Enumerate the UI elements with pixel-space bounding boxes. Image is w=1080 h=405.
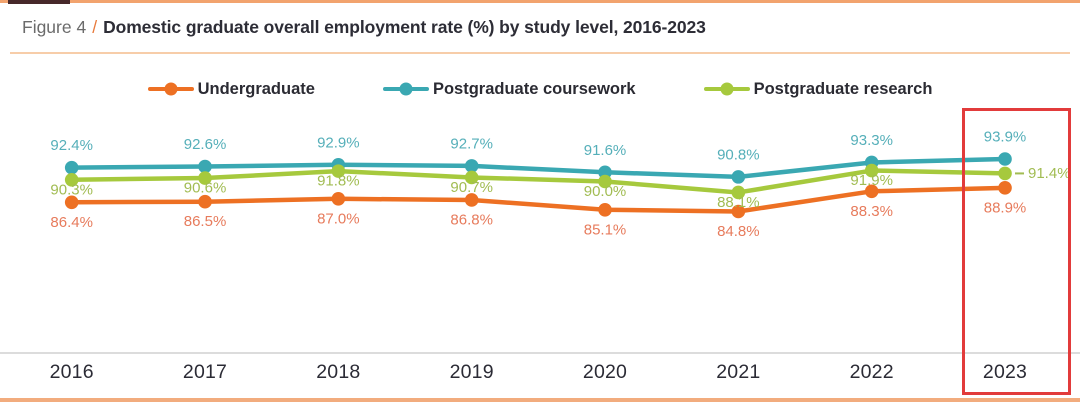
data-label-coursework: 91.6% [584, 142, 627, 159]
x-axis-line [0, 352, 1080, 354]
data-label-coursework: 93.9% [984, 128, 1027, 145]
data-label-undergraduate: 85.1% [584, 221, 627, 238]
data-point-coursework [64, 160, 79, 175]
title-divider-rule [10, 52, 1070, 54]
data-label-coursework: 92.7% [450, 135, 493, 152]
x-axis-label-2017: 2017 [182, 361, 228, 383]
data-label-research: 91.8% [317, 173, 360, 190]
top-border-dark-segment [8, 0, 70, 4]
data-point-coursework [731, 170, 746, 184]
data-label-coursework: 92.6% [184, 136, 227, 153]
line-chart: 86.4% 86.5% 87.0% 86.8% 85.1% 84.8% 88.3% 88.9%… [50, 128, 1071, 240]
data-point-research [998, 166, 1012, 181]
legend-dot-icon [164, 82, 178, 96]
legend-label-postgraduate-research: Postgraduate research [753, 79, 933, 98]
figure-title-separator: / [92, 17, 98, 37]
data-label-coursework: 92.4% [50, 137, 93, 154]
data-point-undergraduate [998, 181, 1012, 195]
data-point-undergraduate [598, 202, 612, 217]
x-axis-label-2023: 2023 [982, 361, 1028, 383]
legend-label-postgraduate-coursework: Postgraduate coursework [432, 79, 636, 98]
highlight-box-2023 [962, 108, 1071, 395]
x-axis-label-2019: 2019 [449, 361, 494, 383]
legend-item-postgraduate-research: Postgraduate research [703, 79, 933, 99]
figure-title: Domestic graduate overall employment rat… [103, 17, 706, 37]
data-label-research: 90.6% [184, 180, 227, 197]
data-label-research: 91.9% [850, 172, 893, 189]
data-label-undergraduate: 88.3% [850, 203, 893, 220]
legend-item-undergraduate: Undergraduate [147, 79, 315, 99]
data-label-undergraduate: 86.8% [450, 211, 493, 228]
data-label-undergraduate: 86.4% [50, 214, 93, 231]
x-axis-label-2021: 2021 [716, 361, 761, 383]
data-point-undergraduate [331, 192, 346, 206]
x-axis-label-2022: 2022 [849, 361, 894, 383]
data-point-research [64, 172, 79, 187]
data-point-undergraduate [198, 194, 212, 209]
legend-dot-icon [720, 82, 734, 96]
data-point-undergraduate [64, 195, 79, 210]
data-point-research [731, 185, 746, 200]
legend-line-dot-icon [382, 82, 429, 96]
data-point-research [198, 171, 212, 185]
series-line-coursework [69, 156, 1008, 180]
data-point-research [864, 163, 879, 178]
legend-line-dot-icon [147, 82, 194, 96]
data-point-undergraduate [731, 204, 746, 219]
data-label-research: 88.1% [717, 194, 760, 211]
data-point-research [464, 170, 479, 185]
data-label-research: 90.3% [50, 181, 93, 198]
data-label-coursework: 93.3% [850, 132, 893, 149]
data-point-undergraduate [864, 184, 879, 199]
data-label-research: 90.0% [584, 183, 627, 200]
data-label-undergraduate: 87.0% [317, 210, 360, 227]
data-point-coursework [198, 159, 212, 174]
data-label-undergraduate: 86.5% [184, 213, 227, 230]
data-label-research: 90.7% [450, 179, 493, 196]
legend-line-dot-icon [703, 82, 750, 96]
legend-item-postgraduate-coursework: Postgraduate coursework [382, 79, 636, 99]
data-label-coursework: 92.9% [317, 134, 360, 151]
series-line-research [69, 168, 1008, 195]
figure-title-row: Figure 4/Domestic graduate overall emplo… [22, 17, 1062, 38]
data-point-research [331, 164, 346, 178]
series-line-undergraduate [69, 185, 1008, 214]
top-border-rule [0, 0, 1080, 3]
legend-dot-icon [399, 82, 413, 96]
x-axis-label-2018: 2018 [316, 361, 361, 383]
data-point-coursework [998, 152, 1012, 166]
legend-label-undergraduate: Undergraduate [197, 79, 315, 98]
data-label-research: 91.4% [1028, 165, 1071, 182]
x-axis-labels: 2016 2017 2018 2019 2020 2021 2022 2023 [0, 361, 1080, 389]
data-point-research [598, 174, 612, 189]
data-label-undergraduate: 88.9% [984, 199, 1027, 216]
data-point-coursework [464, 159, 479, 173]
figure-number-label: Figure 4 [22, 17, 87, 37]
x-axis-label-2016: 2016 [49, 361, 94, 383]
data-point-undergraduate [464, 193, 479, 207]
bottom-border-rule [0, 398, 1080, 402]
data-label-coursework: 90.8% [717, 146, 760, 163]
x-axis-label-2020: 2020 [582, 361, 628, 383]
chart-legend: Undergraduate Postgraduate coursework Po… [0, 76, 1080, 102]
data-label-undergraduate: 84.8% [717, 223, 760, 240]
